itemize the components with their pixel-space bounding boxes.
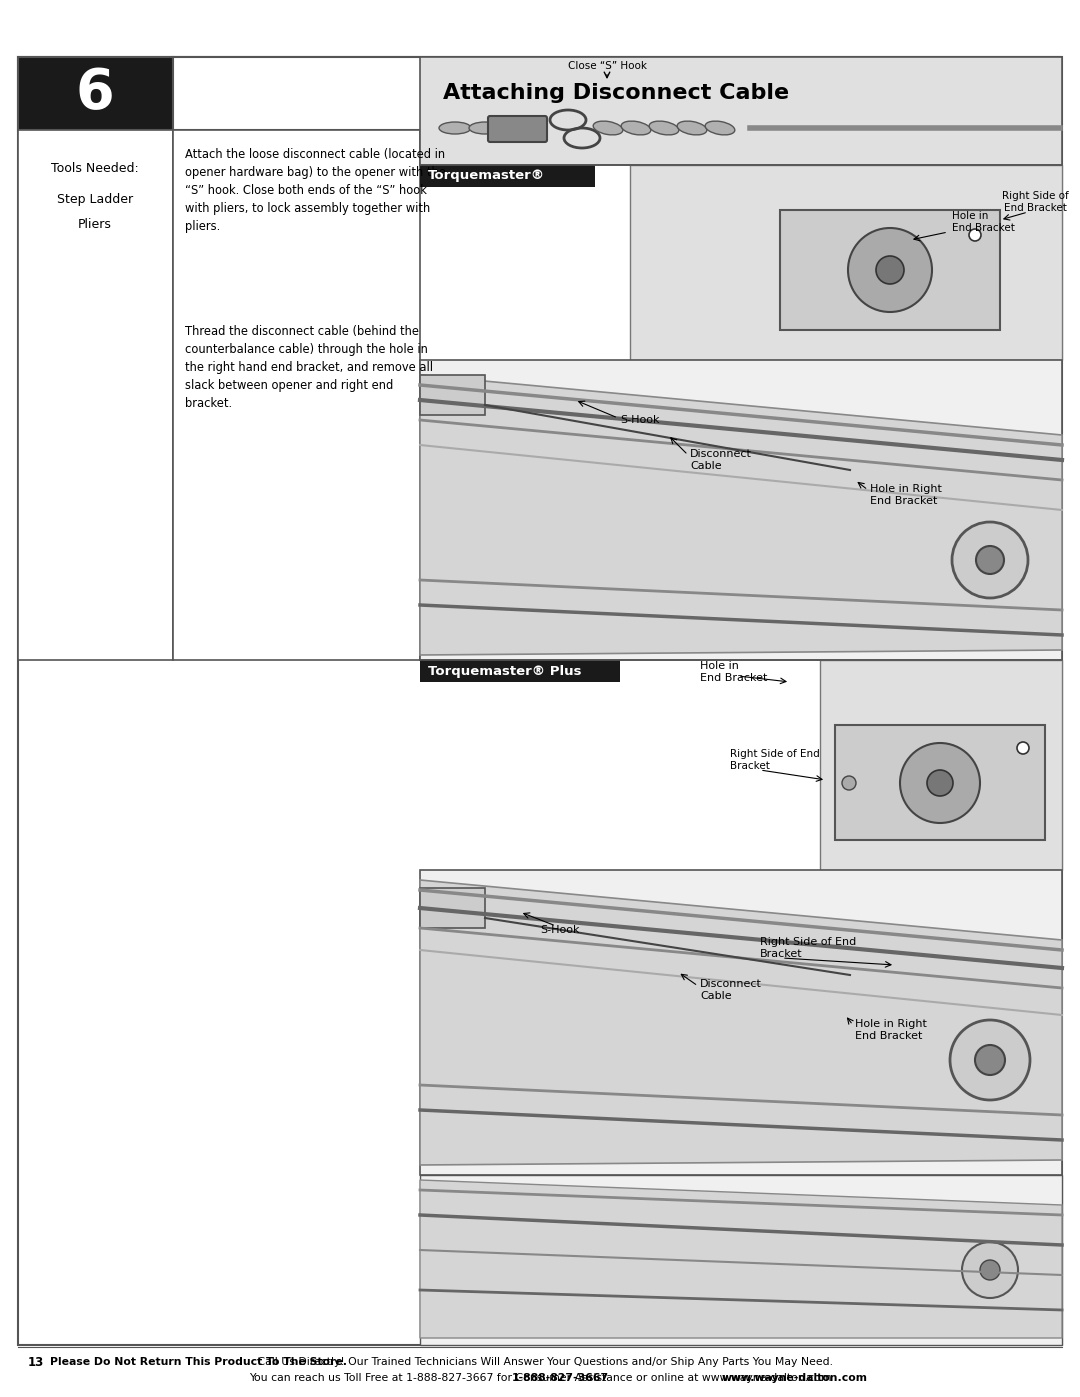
Bar	[420, 374, 485, 415]
Bar	[420, 165, 595, 187]
Text: Hole in
End Bracket: Hole in End Bracket	[951, 211, 1015, 233]
Text: Right Side of
End Bracket: Right Side of End Bracket	[1001, 191, 1068, 212]
Ellipse shape	[593, 122, 623, 136]
Text: Step Ladder: Step Ladder	[57, 194, 133, 207]
Text: Right Side of End
Bracket: Right Side of End Bracket	[730, 749, 820, 771]
Circle shape	[980, 1260, 1000, 1280]
Circle shape	[951, 522, 1028, 598]
Bar	[173, 130, 420, 659]
Polygon shape	[420, 880, 1062, 1165]
Bar	[420, 888, 485, 928]
Polygon shape	[420, 1180, 1062, 1338]
Text: Hole in Right
End Bracket: Hole in Right End Bracket	[855, 1020, 927, 1041]
Bar	[835, 725, 1045, 840]
Bar	[18, 130, 173, 659]
Ellipse shape	[621, 122, 651, 136]
Text: S-Hook: S-Hook	[620, 415, 660, 425]
Text: Thread the disconnect cable (behind the
counterbalance cable) through the hole i: Thread the disconnect cable (behind the …	[185, 326, 433, 409]
Circle shape	[900, 743, 980, 823]
Circle shape	[976, 546, 1004, 574]
Text: Right Side of End
Bracket: Right Side of End Bracket	[760, 937, 856, 958]
Polygon shape	[420, 374, 1062, 655]
Bar	[420, 57, 1062, 165]
Bar	[173, 57, 1059, 130]
Text: Torquemaster®: Torquemaster®	[428, 169, 545, 183]
Text: 1-888-827-3667: 1-888-827-3667	[512, 1373, 609, 1383]
Text: Attaching Disconnect Cable: Attaching Disconnect Cable	[443, 82, 789, 103]
Bar	[780, 210, 1000, 330]
Bar	[420, 360, 1062, 659]
Bar	[820, 659, 1062, 870]
Circle shape	[962, 1242, 1018, 1298]
Ellipse shape	[438, 122, 471, 134]
Bar	[18, 57, 173, 130]
Circle shape	[975, 1045, 1005, 1076]
Circle shape	[969, 229, 981, 242]
Ellipse shape	[499, 122, 531, 134]
Ellipse shape	[677, 122, 706, 136]
Circle shape	[848, 228, 932, 312]
Bar	[420, 1175, 1062, 1345]
Text: Please Do Not Return This Product To The Store.: Please Do Not Return This Product To The…	[50, 1356, 347, 1368]
Text: Close “S” Hook: Close “S” Hook	[567, 61, 647, 71]
Circle shape	[842, 775, 856, 789]
FancyBboxPatch shape	[488, 116, 546, 142]
Text: Call Us Directly! Our Trained Technicians Will Answer Your Questions and/or Ship: Call Us Directly! Our Trained Technician…	[255, 1356, 834, 1368]
Text: www.wayne-dalton.com: www.wayne-dalton.com	[723, 1373, 868, 1383]
Text: 6: 6	[76, 66, 114, 120]
Circle shape	[1017, 742, 1029, 754]
Text: Hole in Right
End Bracket: Hole in Right End Bracket	[870, 485, 942, 506]
Bar	[630, 165, 1062, 360]
Text: Disconnect
Cable: Disconnect Cable	[690, 450, 752, 471]
Text: 13: 13	[28, 1355, 44, 1369]
Ellipse shape	[469, 122, 501, 134]
Circle shape	[950, 1020, 1030, 1099]
Bar	[420, 870, 1062, 1175]
Text: Tools Needed:: Tools Needed:	[51, 162, 139, 175]
Text: Torquemaster® Plus: Torquemaster® Plus	[428, 665, 581, 678]
Text: Attach the loose disconnect cable (located in
opener hardware bag) to the opener: Attach the loose disconnect cable (locat…	[185, 148, 446, 233]
Text: Hole in
End Bracket: Hole in End Bracket	[700, 661, 768, 683]
Text: Pliers: Pliers	[78, 218, 112, 232]
Ellipse shape	[649, 122, 679, 136]
Bar	[420, 659, 620, 682]
Circle shape	[876, 256, 904, 284]
Text: You can reach us Toll Free at 1-888-827-3667 for Consumer Assistance or online a: You can reach us Toll Free at 1-888-827-…	[248, 1373, 832, 1383]
Ellipse shape	[705, 122, 734, 136]
Circle shape	[927, 770, 953, 796]
Text: S-Hook: S-Hook	[540, 925, 580, 935]
Text: Disconnect
Cable: Disconnect Cable	[700, 979, 761, 1000]
